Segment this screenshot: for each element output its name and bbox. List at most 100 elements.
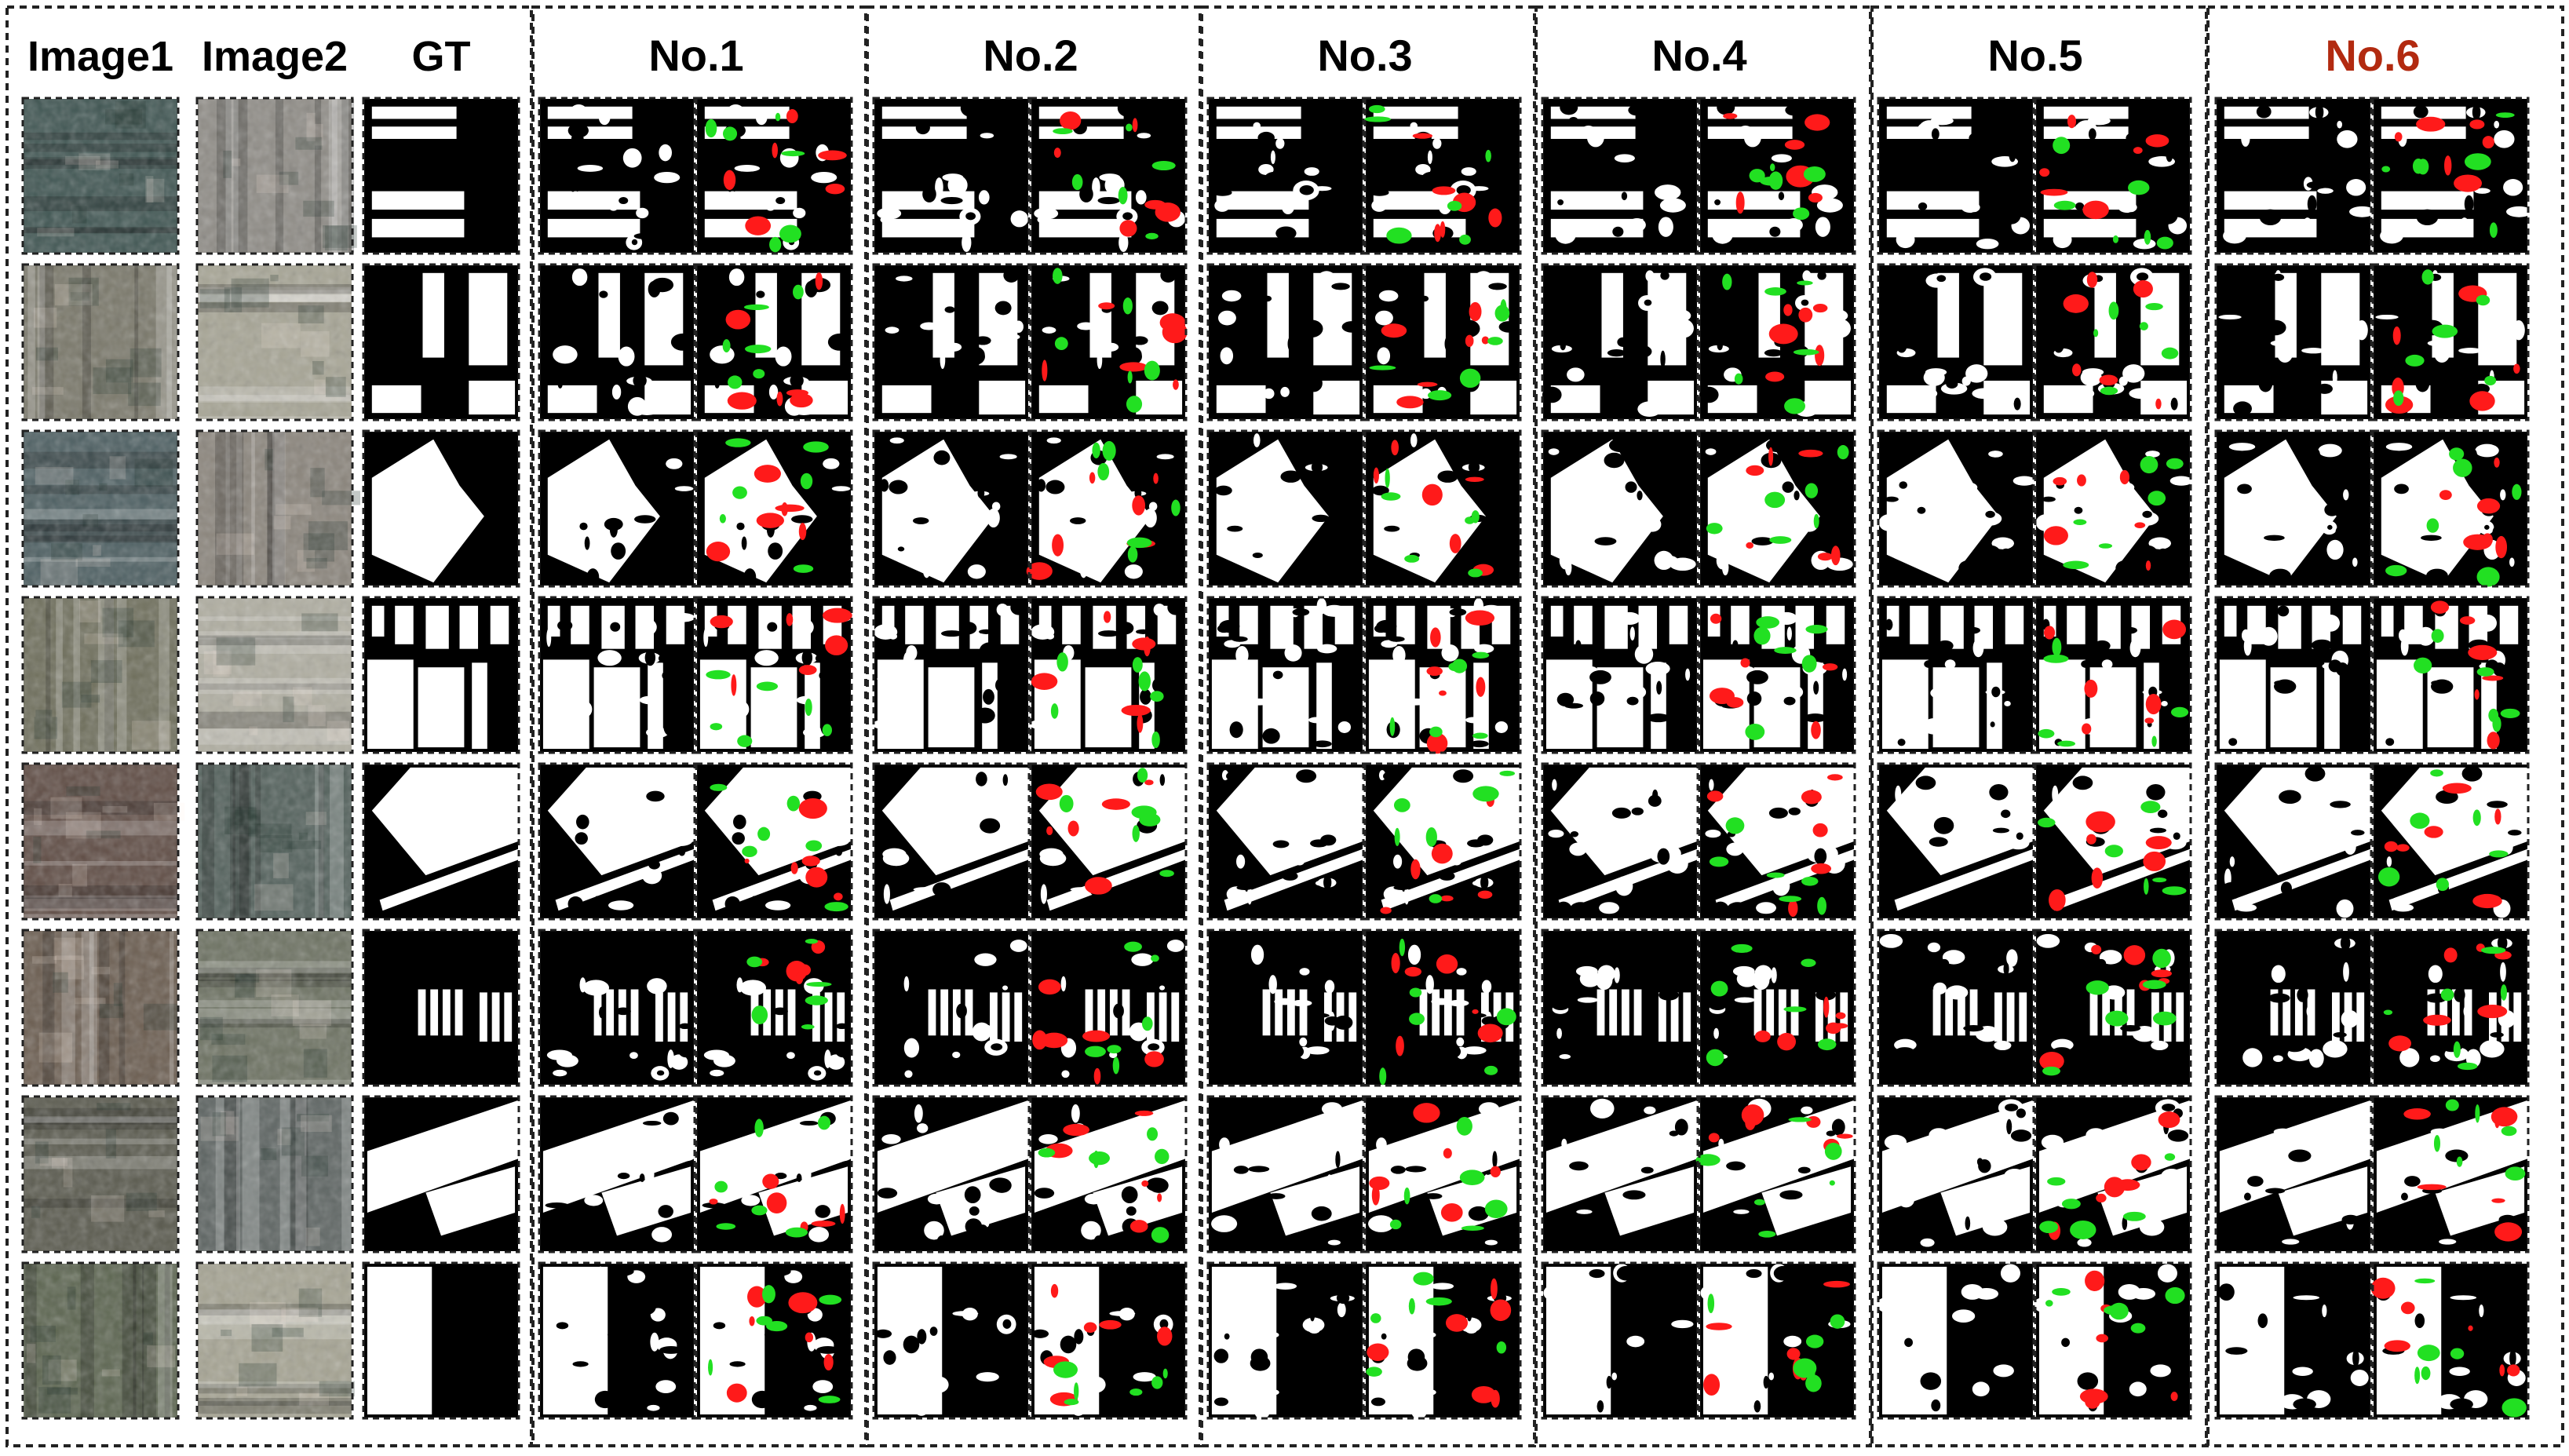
error-overlay-tile-frame — [1698, 1261, 1856, 1420]
error-overlay-tile-frame — [695, 429, 853, 588]
prediction-tile — [1543, 931, 1697, 1085]
prediction-tile-frame — [538, 263, 696, 421]
prediction-tile — [2217, 931, 2370, 1085]
image2-tile-frame — [195, 762, 354, 921]
image2-tile — [198, 764, 352, 918]
error-overlay-tile-frame — [1363, 429, 1522, 588]
error-overlay-tile — [2373, 265, 2527, 419]
prediction-tile — [540, 265, 695, 419]
prediction-tile-frame — [538, 1261, 696, 1420]
prediction-tile — [871, 598, 1028, 752]
prediction-tile-frame — [2214, 97, 2373, 255]
error-overlay-tile — [1700, 764, 1854, 919]
error-overlay-tile-frame — [695, 929, 853, 1087]
error-overlay-tile — [1700, 1264, 1854, 1418]
image2-tile — [198, 598, 352, 752]
prediction-tile — [874, 931, 1028, 1085]
prediction-tile — [1209, 432, 1363, 586]
error-overlay-tile-frame — [2034, 762, 2192, 921]
image1-tile — [24, 99, 177, 253]
prediction-tile-frame — [1206, 1095, 1365, 1253]
image1-tile — [24, 1264, 177, 1418]
header-method-1: No.1 — [648, 31, 743, 80]
error-overlay-tile-frame — [695, 1095, 853, 1253]
figure-row — [24, 432, 2527, 587]
column-group-frame — [2206, 5, 2564, 1447]
error-overlay-tile-frame — [695, 263, 853, 421]
error-overlay-tile — [1364, 99, 1520, 253]
ground-truth-tile-frame — [362, 1261, 520, 1420]
prediction-tile — [1543, 99, 1697, 253]
error-overlay-tile-frame — [1029, 762, 1188, 921]
header-image1: Image1 — [27, 33, 173, 80]
error-overlay-tile-frame — [695, 762, 853, 921]
prediction-tile-frame — [1541, 929, 1699, 1087]
prediction-tile — [1879, 931, 2033, 1085]
error-overlay-tile — [1366, 1264, 1520, 1420]
figure-row — [24, 931, 2527, 1092]
ground-truth-tile — [364, 99, 518, 253]
error-overlay-tile — [1026, 432, 1185, 586]
prediction-tile-frame — [2214, 263, 2373, 421]
error-overlay-tile-frame — [2034, 1261, 2192, 1420]
prediction-tile-frame — [1877, 263, 2035, 421]
error-overlay-tile — [2374, 432, 2527, 587]
image2-tile-frame — [195, 263, 354, 421]
prediction-tile-frame — [1877, 596, 2035, 754]
error-overlay-tile — [1700, 432, 1854, 586]
prediction-tile — [874, 1264, 1028, 1418]
ground-truth-tile — [364, 1097, 518, 1251]
prediction-tile — [540, 1097, 697, 1251]
error-overlay-tile — [2036, 598, 2190, 752]
error-overlay-tile — [1366, 931, 1520, 1086]
error-overlay-tile — [1699, 265, 1854, 419]
prediction-tile-frame — [872, 97, 1031, 255]
image1-tile — [24, 265, 184, 419]
prediction-tile — [1209, 1264, 1363, 1420]
prediction-tile-frame — [538, 429, 696, 588]
prediction-tile — [2217, 764, 2370, 918]
prediction-tile-frame — [2214, 929, 2373, 1087]
error-overlay-tile-frame — [2371, 929, 2530, 1087]
ground-truth-tile — [364, 265, 518, 419]
image2-tile-frame — [195, 97, 354, 255]
prediction-tile — [1879, 265, 2033, 419]
error-overlay-tile-frame — [1698, 596, 1856, 754]
image1-tile — [24, 764, 185, 921]
error-overlay-tile — [2036, 265, 2190, 419]
error-overlay-tile-frame — [1698, 429, 1856, 588]
image1-tile — [24, 598, 177, 752]
prediction-tile — [540, 598, 695, 752]
prediction-tile — [540, 432, 694, 586]
prediction-tile-frame — [1206, 596, 1365, 754]
ground-truth-tile — [364, 598, 518, 752]
prediction-tile — [1543, 1097, 1697, 1251]
column-group-frame — [531, 5, 867, 1447]
header-image2: Image2 — [202, 33, 348, 80]
prediction-tile-frame — [2214, 1095, 2373, 1253]
error-overlay-tile-frame — [1029, 1261, 1188, 1420]
prediction-tile — [1879, 1097, 2034, 1251]
image1-tile-frame — [21, 97, 180, 255]
prediction-tile — [540, 99, 694, 253]
error-overlay-tile-frame — [2034, 1095, 2192, 1253]
image1-tile-frame — [21, 1095, 180, 1253]
prediction-tile — [1209, 265, 1363, 419]
prediction-tile-frame — [1877, 1095, 2035, 1253]
image1-tile — [24, 432, 177, 586]
figure-row — [24, 1097, 2527, 1251]
error-overlay-tile-frame — [1029, 429, 1188, 588]
error-overlay-tile-frame — [1363, 263, 1522, 421]
error-overlay-tile — [1695, 1097, 1854, 1251]
image2-tile — [198, 1264, 355, 1418]
prediction-tile — [540, 1264, 694, 1418]
error-overlay-tile — [2374, 1097, 2527, 1251]
image1-tile-frame — [21, 929, 180, 1087]
prediction-tile-frame — [872, 429, 1031, 588]
error-overlay-tile — [697, 265, 852, 419]
error-overlay-tile — [1366, 265, 1520, 419]
figure-row — [24, 99, 2532, 253]
error-overlay-tile-frame — [2034, 429, 2192, 588]
prediction-tile-frame — [872, 929, 1031, 1087]
